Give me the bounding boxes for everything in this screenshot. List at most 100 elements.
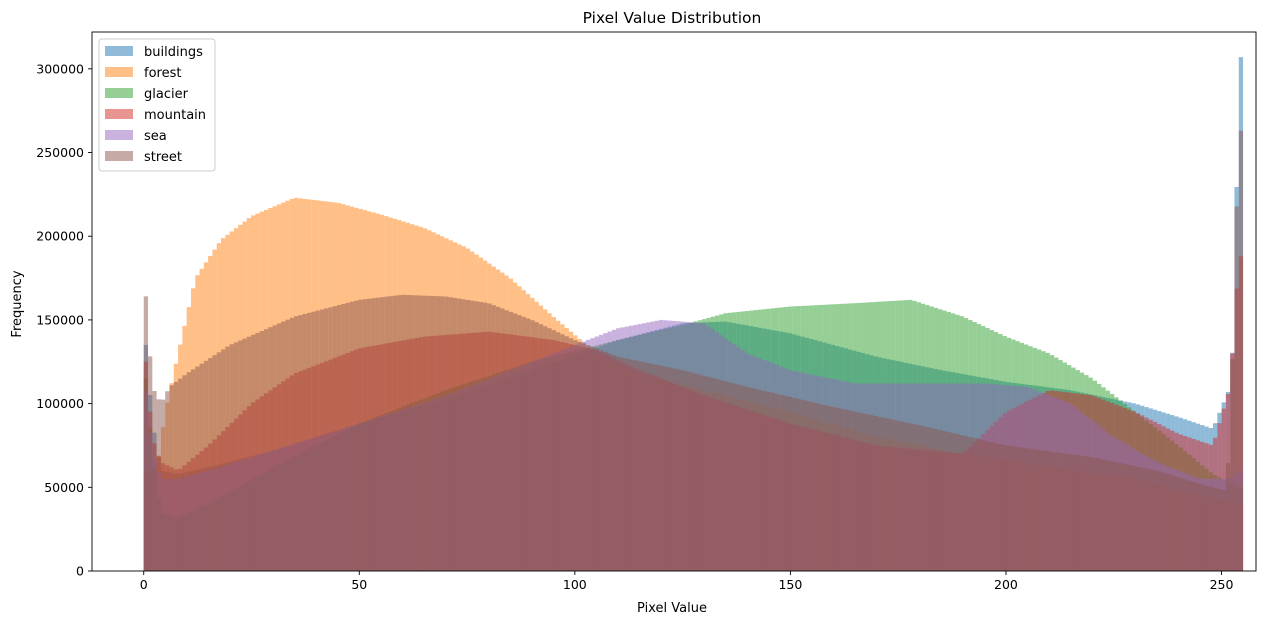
bar-street: [1028, 448, 1033, 571]
bar-street: [985, 441, 990, 571]
x-tick-label: 250: [1210, 577, 1234, 592]
bar-street: [852, 411, 857, 571]
y-tick-label: 250000: [36, 145, 84, 160]
bar-street: [229, 344, 234, 571]
bar-street: [994, 443, 999, 571]
bar-street: [517, 315, 522, 571]
bar-street: [1024, 448, 1029, 571]
bar-street: [955, 434, 960, 571]
bar-street: [1208, 486, 1213, 571]
bar-street: [908, 423, 913, 571]
bar-street: [1187, 480, 1192, 571]
bar-street: [1105, 460, 1110, 571]
bar-street: [263, 329, 269, 571]
bar-street: [830, 406, 836, 571]
bar-street: [1041, 450, 1046, 571]
x-tick-label: 50: [351, 577, 367, 592]
bar-street: [719, 380, 724, 571]
bar-street: [710, 377, 715, 571]
bar-street: [680, 370, 685, 571]
bar-street: [495, 306, 501, 571]
bar-street: [637, 361, 642, 571]
axes-layer: 0 50 100 150 200 250 0 50000 100000 150000 200000 2…: [36, 31, 1257, 592]
bar-street: [173, 381, 179, 571]
bar-street: [1088, 456, 1093, 571]
bar-street: [628, 359, 634, 571]
bar-street: [315, 310, 320, 571]
bar-street: [306, 312, 312, 571]
bar-street: [225, 346, 230, 571]
bar-street: [195, 366, 200, 571]
bar-street: [178, 378, 183, 571]
bar-street: [663, 366, 668, 571]
bar-street: [190, 369, 196, 571]
bar-street: [633, 360, 638, 571]
bar-street: [367, 298, 372, 571]
bar-street: [916, 425, 921, 571]
bar-street: [757, 389, 763, 571]
bar-street: [736, 384, 741, 571]
bar-street: [740, 385, 745, 571]
bar-street: [873, 416, 879, 571]
legend-swatch-glacier: [105, 88, 133, 98]
bar-street: [594, 348, 599, 571]
bar-street: [611, 355, 617, 571]
bar-street: [221, 349, 226, 571]
bar-street: [989, 442, 994, 571]
bar-street: [925, 427, 930, 571]
bar-street: [779, 394, 784, 571]
bar-street: [1032, 449, 1037, 571]
bar-street: [865, 414, 870, 571]
bar-street: [912, 424, 917, 571]
bar-street: [732, 383, 737, 571]
bar-street: [792, 397, 797, 571]
bar-street: [341, 303, 346, 571]
bar-street: [783, 395, 788, 571]
bar-street: [543, 326, 548, 571]
bar-street: [560, 334, 565, 571]
bar-street: [152, 390, 157, 571]
bar-street: [959, 435, 964, 571]
bar-street: [319, 309, 325, 571]
bar-street: [564, 336, 569, 571]
bar-street: [1161, 472, 1166, 571]
bar-street: [448, 297, 453, 571]
y-tick-label: 300000: [36, 61, 84, 76]
bar-street: [573, 340, 578, 571]
bar-street: [1067, 454, 1072, 571]
bar-street: [1225, 463, 1231, 571]
bar-street: [470, 300, 475, 571]
bar-street: [809, 401, 814, 571]
bar-street: [650, 363, 655, 571]
bar-street: [667, 367, 672, 571]
bar-street: [418, 295, 423, 571]
bar-street: [654, 364, 660, 571]
bar-street: [1049, 451, 1055, 571]
bar-street: [1182, 479, 1188, 571]
bar-street: [839, 408, 844, 571]
bar-street: [684, 371, 690, 571]
bar-street: [379, 297, 385, 571]
bar-street: [547, 328, 552, 571]
bar-street: [1075, 455, 1080, 571]
bar-street: [641, 362, 647, 571]
bar-street: [1204, 485, 1209, 571]
bar-street: [534, 322, 539, 571]
bar-street: [182, 375, 187, 571]
bar-street: [156, 399, 161, 571]
bar-street: [371, 298, 376, 571]
bar-street: [358, 299, 363, 571]
bar-street: [349, 301, 355, 571]
x-tick-label: 150: [778, 577, 802, 592]
bar-street: [693, 373, 698, 571]
bar-street: [1144, 468, 1149, 571]
bar-street: [1071, 454, 1076, 571]
bar-street: [212, 355, 217, 571]
bar-street: [500, 308, 505, 571]
bar-street: [1195, 483, 1201, 571]
legend-swatch-street: [105, 151, 133, 161]
bar-street: [624, 358, 629, 571]
bar-street: [148, 356, 153, 571]
series-street: [143, 130, 1244, 571]
bar-street: [375, 297, 380, 571]
